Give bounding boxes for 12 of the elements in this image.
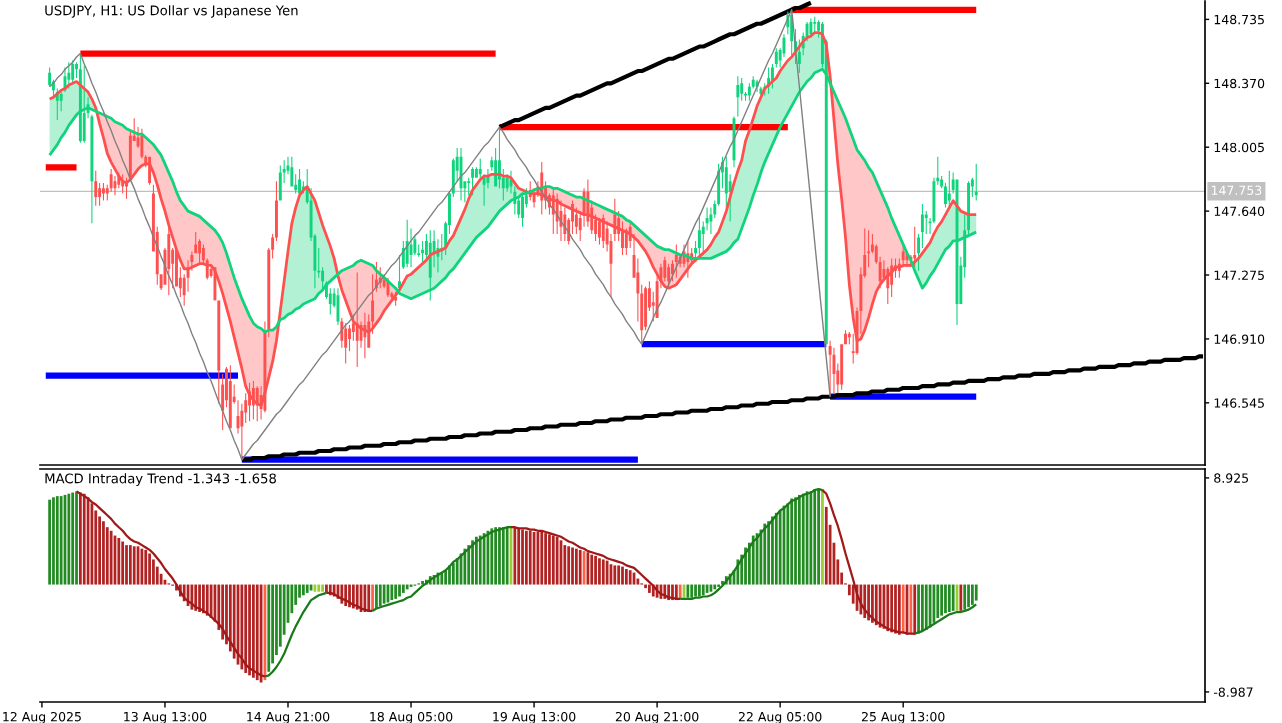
x-tick-label: 25 Aug 13:00 [861, 711, 945, 723]
x-tick-label: 19 Aug 13:00 [493, 711, 576, 723]
x-tick-label: 22 Aug 05:00 [738, 711, 822, 723]
x-tick-label: 14 Aug 21:00 [247, 711, 330, 723]
y-tick-label: 146.545 [1214, 398, 1264, 408]
y-tick-label: -8.987 [1213, 687, 1253, 697]
x-tick-label: 20 Aug 21:00 [615, 711, 699, 723]
x-tick-label: 12 Aug 2025 [3, 711, 81, 723]
y-tick-label: 8.925 [1214, 473, 1249, 483]
chart-title: MACD Intraday Trend -1.343 -1.658 [45, 473, 276, 486]
x-tick-label: 13 Aug 13:00 [124, 711, 207, 723]
x-tick-label: 18 Aug 05:00 [370, 711, 453, 723]
